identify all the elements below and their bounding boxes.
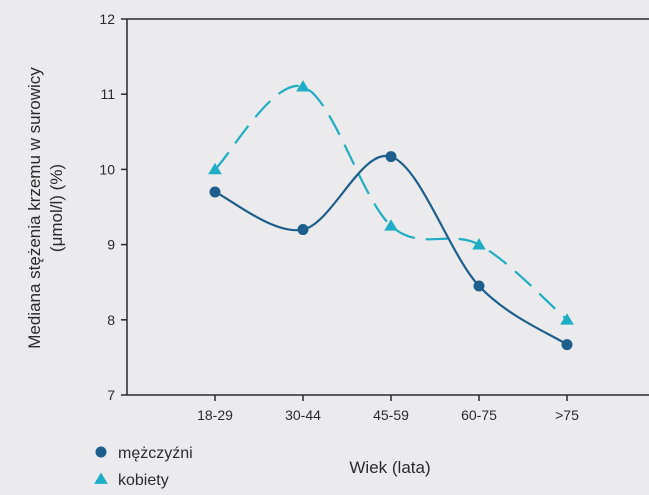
point-kobiety <box>384 219 398 231</box>
point-kobiety <box>472 238 486 250</box>
series-line-mezczyzni <box>214 154 568 346</box>
series-line-kobiety <box>214 84 568 321</box>
legend: mężczyźni kobiety <box>94 445 193 489</box>
legend-label-mezczyzni: mężczyźni <box>118 445 193 462</box>
point-mezczyzni <box>473 280 485 292</box>
point-mezczyzni <box>209 186 221 198</box>
axes: 7 8 9 10 11 12 18-29 30-44 45-59 60-75 >75 <box>99 11 649 423</box>
point-kobiety <box>560 313 574 325</box>
x-tick-label: 30-44 <box>285 407 321 423</box>
point-mezczyzni <box>385 151 397 163</box>
series-layer <box>208 80 574 351</box>
point-mezczyzni <box>561 339 573 351</box>
y-axis-title-line-1: Mediana stężenia krzemu w surowicy <box>25 67 44 349</box>
legend-label-kobiety: kobiety <box>118 472 169 489</box>
legend-marker-kobiety <box>94 472 108 484</box>
point-kobiety <box>296 80 310 92</box>
y-tick-label: 10 <box>99 161 115 177</box>
y-tick-label: 8 <box>107 312 115 328</box>
point-mezczyzni <box>297 224 309 236</box>
y-tick-label: 9 <box>107 237 115 253</box>
legend-marker-mezczyzni <box>95 446 107 458</box>
y-tick-label: 11 <box>100 86 115 102</box>
y-tick-label: 7 <box>107 387 115 403</box>
x-tick-label: 45-59 <box>373 407 409 423</box>
x-tick-label: >75 <box>555 407 579 423</box>
x-tick-label: 60-75 <box>461 407 497 423</box>
point-kobiety <box>208 162 222 175</box>
y-axis-title: Mediana stężenia krzemu w surowicy (μmol… <box>25 67 66 349</box>
y-tick-label: 12 <box>99 11 115 27</box>
x-axis-title: Wiek (lata) <box>349 458 430 477</box>
x-tick-label: 18-29 <box>197 407 233 423</box>
y-axis-title-line-2: (μmol/l) (%) <box>47 164 66 252</box>
